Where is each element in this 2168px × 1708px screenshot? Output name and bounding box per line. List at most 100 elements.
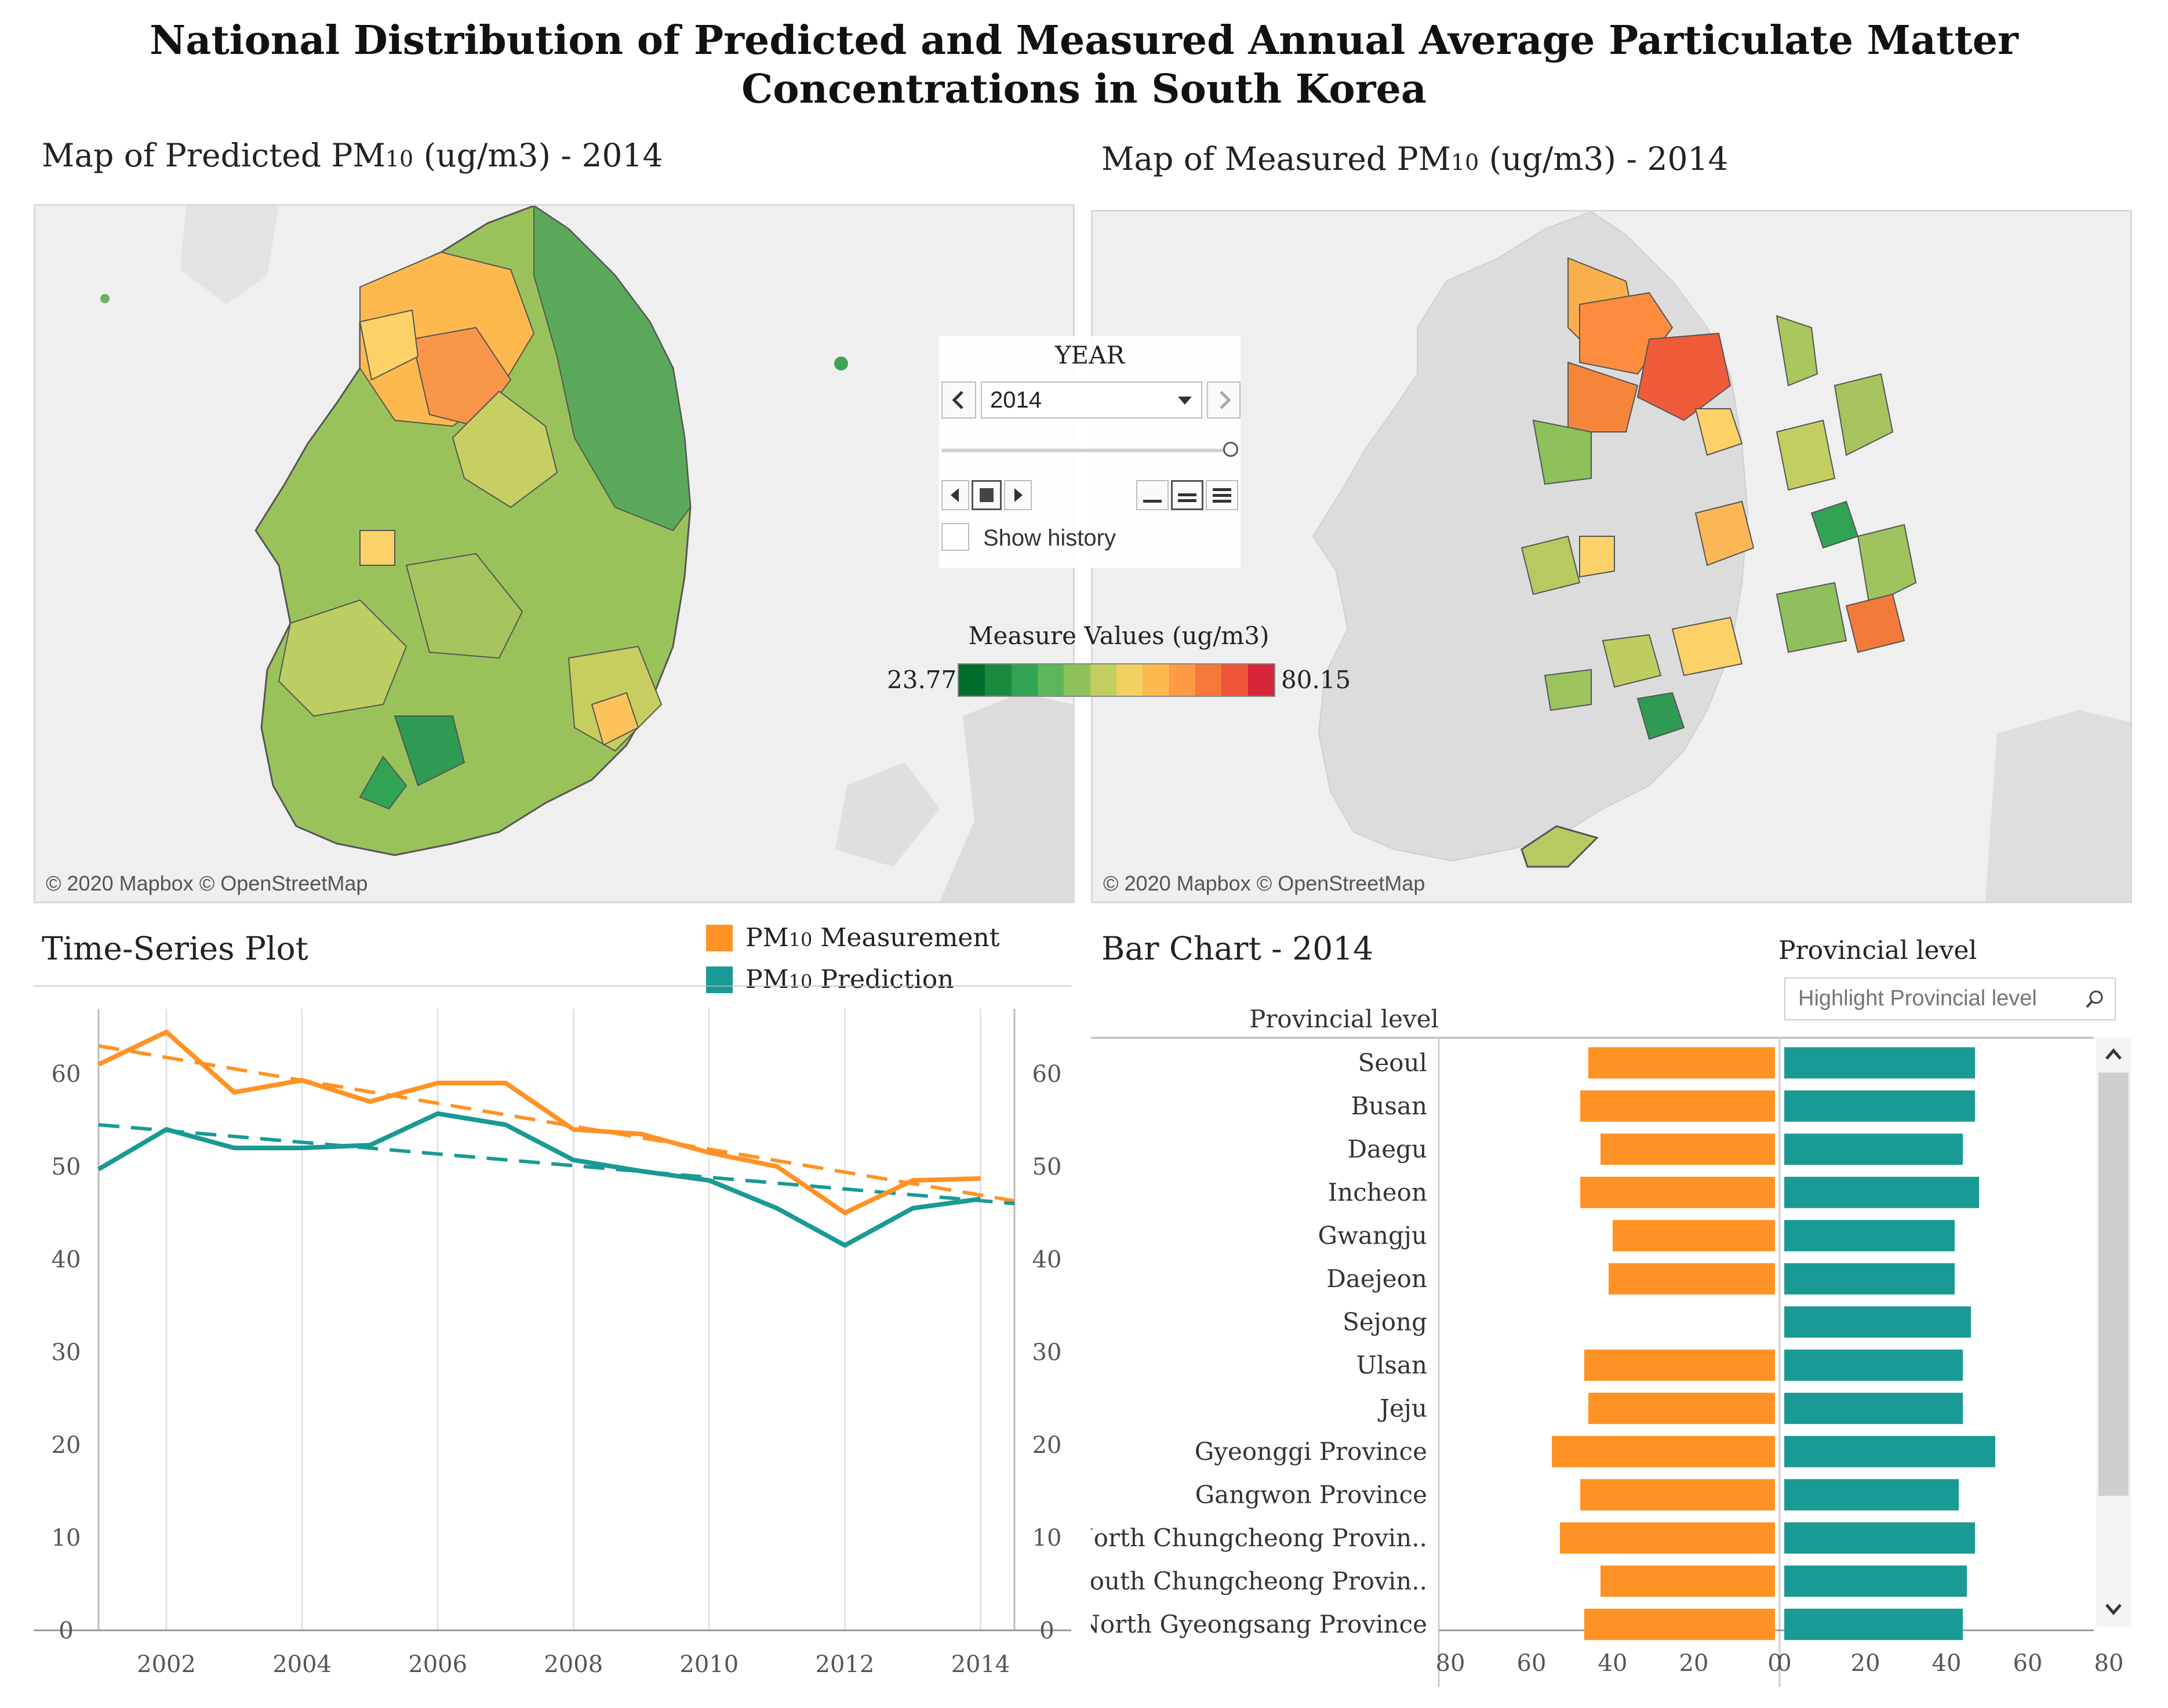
category-label: North Chungcheong Provin..: [1091, 1524, 1427, 1552]
bar-measurement[interactable]: [1600, 1565, 1775, 1597]
year-prev-button[interactable]: [941, 381, 976, 419]
measured-map-title-text: Map of Measured PM: [1101, 140, 1451, 177]
y-tick-label-right: 60: [1032, 1061, 1062, 1088]
bar-measurement[interactable]: [1588, 1393, 1775, 1424]
year-slider-handle[interactable]: [1223, 442, 1238, 457]
year-slider-track[interactable]: [941, 449, 1228, 452]
bar-x-tick-right: 0: [1777, 1650, 1791, 1677]
predicted-map-canvas[interactable]: [35, 206, 1073, 902]
color-legend-swatch: [1195, 664, 1222, 696]
playback-back-button[interactable]: [941, 480, 969, 510]
predicted-map-copyright: © 2020 Mapbox © OpenStreetMap: [46, 871, 368, 895]
bar-measurement[interactable]: [1580, 1176, 1775, 1208]
measured-map-title-suffix: (ug/m3) - 2014: [1479, 140, 1729, 177]
color-legend-swatch: [1247, 664, 1274, 696]
chevron-left-icon: [952, 391, 963, 409]
provincial-filter-label: Provincial level: [1778, 936, 1977, 965]
category-label: Sejong: [1343, 1307, 1427, 1336]
prediction-swatch: [706, 966, 733, 993]
step-back-icon: [951, 488, 959, 502]
bar-measurement[interactable]: [1609, 1263, 1775, 1295]
bar-measurement[interactable]: [1580, 1090, 1775, 1122]
predicted-map[interactable]: © 2020 Mapbox © OpenStreetMap: [34, 204, 1075, 903]
bar-prediction[interactable]: [1784, 1565, 1967, 1597]
bar-prediction[interactable]: [1784, 1047, 1975, 1079]
highlight-search-input[interactable]: [1784, 977, 2116, 1020]
y-tick-label-right: 30: [1032, 1339, 1062, 1366]
category-label: Gwangju: [1318, 1221, 1427, 1249]
barchart-scrollbar[interactable]: [2096, 1038, 2131, 1627]
bar-measurement[interactable]: [1552, 1436, 1775, 1467]
measured-map[interactable]: © 2020 Mapbox © OpenStreetMap: [1091, 210, 2132, 903]
bar-x-tick-right: 60: [2013, 1650, 2043, 1677]
color-legend-swatch: [1143, 664, 1169, 696]
speed-medium-button[interactable]: [1171, 480, 1203, 510]
timeseries-chart[interactable]: 0 0 10 10 20 20 30 30 40 40 50 50 60 60 2002 2004 2006 20…: [34, 986, 1077, 1705]
bar-prediction[interactable]: [1784, 1306, 1971, 1338]
playback-stop-button[interactable]: [972, 480, 1002, 510]
bar-x-tick-right: 20: [1851, 1650, 1880, 1677]
prediction-legend-label: PM10 Prediction: [745, 965, 954, 994]
bar-measurement[interactable]: [1613, 1220, 1775, 1252]
y-tick-label-left: 30: [52, 1339, 81, 1366]
timeseries-legend-prediction[interactable]: PM10 Prediction: [706, 965, 954, 994]
bar-x-tick-right: 80: [2094, 1650, 2124, 1677]
bar-prediction[interactable]: [1784, 1090, 1975, 1122]
series-line-pm10-prediction[interactable]: [97, 1111, 981, 1248]
playback-forward-button[interactable]: [1004, 480, 1032, 510]
bar-measurement[interactable]: [1588, 1047, 1775, 1079]
y-tick-label-left: 20: [52, 1432, 81, 1459]
measured-map-canvas[interactable]: [1093, 212, 2130, 902]
bar-prediction[interactable]: [1784, 1133, 1963, 1165]
measured-map-title: Map of Measured PM10 (ug/m3) - 2014: [1101, 140, 1729, 177]
y-tick-label-right: 0: [1039, 1618, 1054, 1644]
bar-prediction[interactable]: [1784, 1479, 1959, 1511]
x-tick-label: 2014: [951, 1651, 1010, 1678]
bar-measurement[interactable]: [1584, 1349, 1775, 1381]
timeseries-title: Time-Series Plot: [42, 930, 308, 967]
bar-measurement[interactable]: [1584, 1608, 1775, 1640]
color-legend-bar: [958, 663, 1275, 697]
speed-slow-button[interactable]: [1136, 480, 1169, 510]
bar-prediction[interactable]: [1784, 1608, 1963, 1640]
y-tick-label-left: 60: [52, 1061, 81, 1088]
chevron-down-icon[interactable]: [2101, 1598, 2126, 1621]
predicted-map-title: Map of Predicted PM10 (ug/m3) - 2014: [42, 137, 663, 174]
bar-prediction[interactable]: [1784, 1349, 1963, 1381]
trend-line: [98, 1044, 1015, 1203]
dashboard-title-line2: Concentrations in South Korea: [741, 66, 1427, 112]
bar-prediction[interactable]: [1784, 1436, 1995, 1467]
category-label: Incheon: [1328, 1178, 1427, 1206]
category-label: Jeju: [1377, 1394, 1427, 1422]
bar-chart[interactable]: Provincial level Seoul Busan Daegu Incheon Gw…: [1091, 986, 2168, 1708]
chevron-up-icon[interactable]: [2101, 1042, 2126, 1066]
category-label: Busan: [1351, 1092, 1427, 1120]
year-next-button[interactable]: [1207, 381, 1241, 419]
bar-measurement[interactable]: [1560, 1522, 1775, 1554]
speed-fast-button[interactable]: [1206, 480, 1238, 510]
y-tick-label-left: 50: [52, 1154, 81, 1180]
bar-prediction[interactable]: [1784, 1522, 1975, 1554]
bar-prediction[interactable]: [1784, 1220, 1955, 1252]
caret-down-icon: [1178, 397, 1192, 405]
y-tick-label-right: 10: [1032, 1525, 1062, 1551]
color-legend-max: 80.15: [1281, 666, 1351, 694]
color-legend-swatch: [1090, 664, 1116, 696]
highlight-search-field[interactable]: [1785, 979, 2078, 1018]
series-line-pm10-measurement[interactable]: [97, 1030, 981, 1215]
trend-line: [98, 1123, 1015, 1205]
dashboard-title-line1: National Distribution of Predicted and M…: [150, 17, 2018, 64]
category-label: Seoul: [1358, 1048, 1427, 1077]
show-history-checkbox[interactable]: [941, 523, 969, 551]
scrollbar-thumb[interactable]: [2098, 1073, 2129, 1496]
color-legend-swatch: [1169, 664, 1195, 696]
year-dropdown[interactable]: 2014: [981, 381, 1202, 419]
y-tick-label-right: 20: [1032, 1432, 1062, 1459]
timeseries-legend-measurement[interactable]: PM10 Measurement: [706, 923, 999, 953]
bar-prediction[interactable]: [1784, 1263, 1955, 1295]
bar-measurement[interactable]: [1580, 1479, 1775, 1511]
step-forward-icon: [1014, 488, 1023, 502]
bar-prediction[interactable]: [1784, 1393, 1963, 1424]
bar-measurement[interactable]: [1600, 1133, 1775, 1165]
bar-prediction[interactable]: [1784, 1176, 1979, 1208]
